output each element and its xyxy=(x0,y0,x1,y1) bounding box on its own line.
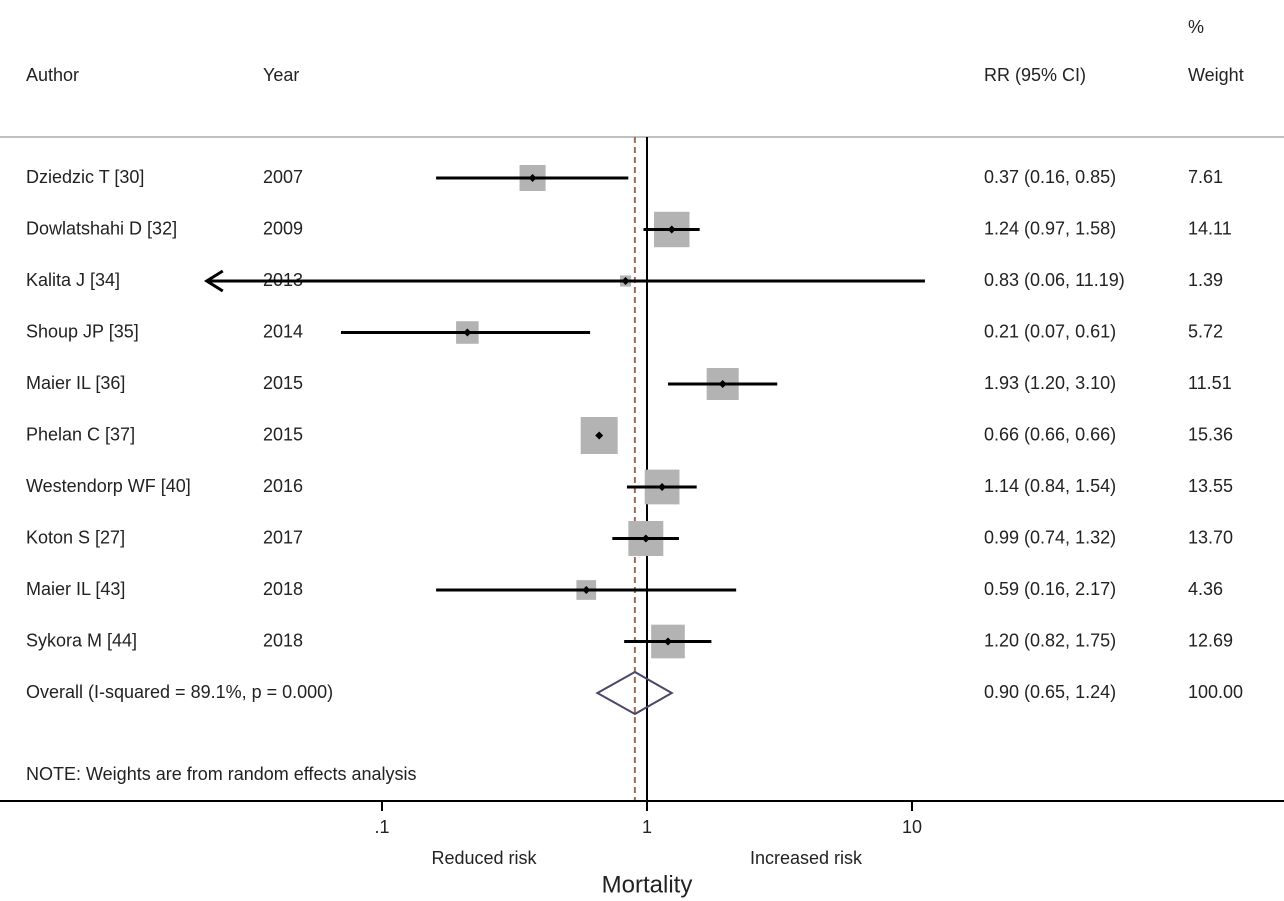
study-ci-text: 0.66 (0.66, 0.66) xyxy=(984,424,1116,444)
study-point-estimate xyxy=(667,225,676,234)
study-ci-text: 0.21 (0.07, 0.61) xyxy=(984,321,1116,341)
study-author: Kalita J [34] xyxy=(26,270,120,290)
study-weight: 1.39 xyxy=(1188,270,1223,290)
header-weight-percent: % xyxy=(1188,17,1205,37)
study-weight: 12.69 xyxy=(1188,630,1233,650)
study-weight: 5.72 xyxy=(1188,321,1223,341)
study-weight: 14.11 xyxy=(1188,218,1232,238)
x-tick-label: 1 xyxy=(642,817,652,837)
study-ci-text: 1.20 (0.82, 1.75) xyxy=(984,630,1116,650)
study-point-estimate xyxy=(718,380,727,388)
study-author: Maier IL [43] xyxy=(26,579,125,599)
study-year: 2007 xyxy=(263,167,303,187)
study-weight: 7.61 xyxy=(1188,167,1223,187)
study-year: 2018 xyxy=(263,579,303,599)
overall-weight: 100.00 xyxy=(1188,682,1243,702)
study-author: Dziedzic T [30] xyxy=(26,167,144,187)
study-ci-text: 0.99 (0.74, 1.32) xyxy=(984,527,1116,547)
study-author: Phelan C [37] xyxy=(26,424,135,444)
overall-diamond xyxy=(595,670,674,716)
study-author: Sykora M [44] xyxy=(26,630,137,650)
study-author: Maier IL [36] xyxy=(26,373,125,393)
study-point-estimate xyxy=(658,483,667,491)
study-point-estimate xyxy=(663,637,672,646)
study-ci-arrow xyxy=(203,269,224,293)
study-year: 2015 xyxy=(263,424,303,444)
study-point-estimate xyxy=(595,431,604,440)
study-ci-text: 0.59 (0.16, 2.17) xyxy=(984,579,1116,599)
x-tick-label: .1 xyxy=(374,817,389,837)
study-point-estimate xyxy=(463,328,472,337)
study-year: 2009 xyxy=(263,218,303,238)
study-ci-text: 1.93 (1.20, 3.10) xyxy=(984,373,1116,393)
overall-label: Overall (I-squared = 89.1%, p = 0.000) xyxy=(26,682,333,702)
study-year: 2016 xyxy=(263,476,303,496)
study-ci-text: 1.24 (0.97, 1.58) xyxy=(984,218,1116,238)
study-weight: 15.36 xyxy=(1188,424,1233,444)
study-author: Dowlatshahi D [32] xyxy=(26,218,177,238)
overall-ci-text: 0.90 (0.65, 1.24) xyxy=(984,682,1116,702)
weights-note: NOTE: Weights are from random effects an… xyxy=(26,764,416,784)
study-author: Koton S [27] xyxy=(26,527,125,547)
study-author: Westendorp WF [40] xyxy=(26,476,191,496)
study-point-estimate xyxy=(528,174,537,182)
study-weight: 4.36 xyxy=(1188,579,1223,599)
study-ci-text: 0.37 (0.16, 0.85) xyxy=(984,167,1116,187)
study-point-estimate xyxy=(621,277,630,285)
study-weight: 11.51 xyxy=(1188,373,1232,393)
x-tick-label: 10 xyxy=(902,817,922,837)
study-year: 2017 xyxy=(263,527,303,547)
study-ci-text: 0.83 (0.06, 11.19) xyxy=(984,270,1125,290)
study-point-estimate xyxy=(641,534,650,543)
header-author: Author xyxy=(26,65,80,85)
increased-risk-label: Increased risk xyxy=(750,848,863,868)
study-year: 2015 xyxy=(263,373,303,393)
reduced-risk-label: Reduced risk xyxy=(431,848,537,868)
study-year: 2018 xyxy=(263,630,303,650)
header-year: Year xyxy=(263,65,300,85)
study-ci-text: 1.14 (0.84, 1.54) xyxy=(984,476,1116,496)
study-weight: 13.55 xyxy=(1188,476,1233,496)
study-year: 2014 xyxy=(263,321,303,341)
header-weight: Weight xyxy=(1188,65,1244,85)
study-weight: 13.70 xyxy=(1188,527,1233,547)
header-rr: RR (95% CI) xyxy=(984,65,1087,85)
x-axis-title: Mortality xyxy=(602,871,693,898)
study-point-estimate xyxy=(582,586,591,594)
study-author: Shoup JP [35] xyxy=(26,321,139,341)
